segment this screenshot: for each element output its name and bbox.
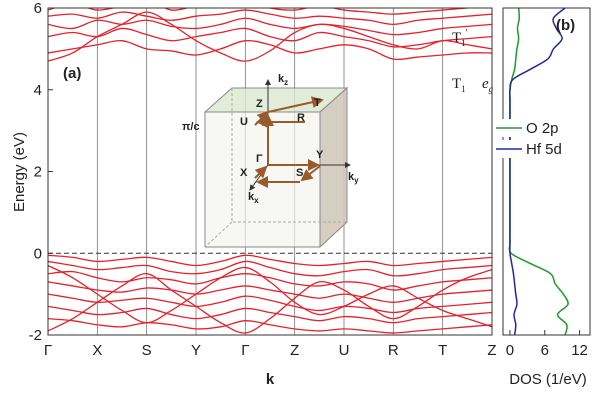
band bbox=[48, 260, 492, 277]
annotation: T1 bbox=[452, 76, 466, 94]
band bbox=[48, 9, 492, 26]
arrow bbox=[267, 96, 324, 113]
band bbox=[48, 293, 492, 314]
x-tick-label: X bbox=[92, 342, 102, 359]
point-label: S bbox=[296, 167, 303, 179]
band bbox=[48, 254, 492, 267]
x-tick-label: S bbox=[142, 342, 152, 359]
band bbox=[48, 318, 492, 334]
k: k bbox=[248, 191, 255, 203]
x-tick-label: T bbox=[438, 342, 447, 359]
dos-curves bbox=[508, 8, 569, 335]
band bbox=[48, 39, 492, 61]
frame bbox=[502, 7, 591, 336]
y-tick-label: 0 bbox=[34, 245, 42, 262]
point-label: T bbox=[314, 97, 321, 109]
frame bbox=[47, 7, 493, 336]
x-tick-label: 6 bbox=[541, 342, 549, 359]
k: k bbox=[348, 171, 355, 183]
band bbox=[48, 11, 492, 62]
y-tick-label: 2 bbox=[34, 164, 42, 181]
ann-sup: ′ bbox=[466, 28, 468, 39]
boundary-label: π/c bbox=[182, 121, 200, 133]
point-label: R bbox=[297, 112, 305, 124]
axis-label: kz bbox=[278, 73, 288, 87]
ann-sub: g bbox=[489, 84, 494, 94]
point-label: Z bbox=[256, 98, 263, 110]
sub: y bbox=[354, 176, 359, 185]
arrow bbox=[254, 110, 270, 126]
legend-bg bbox=[493, 119, 563, 137]
x-tick-label: 0 bbox=[506, 342, 514, 359]
axis-label: ky bbox=[348, 171, 359, 185]
sub: z bbox=[284, 78, 288, 87]
y-tick-label: -2 bbox=[29, 327, 42, 344]
legend-label: Hf 5d bbox=[526, 141, 562, 158]
y-axis-title: Energy (eV) bbox=[11, 132, 28, 212]
x-tick-label: Γ bbox=[241, 342, 249, 359]
annotation: eg bbox=[482, 76, 494, 94]
panel-label: (b) bbox=[556, 17, 575, 34]
x-tick-label: Y bbox=[191, 342, 201, 359]
dos-curve bbox=[508, 8, 566, 335]
x-tick-label: Z bbox=[290, 342, 299, 359]
band bbox=[48, 264, 492, 328]
legend-bg bbox=[493, 140, 563, 158]
band bbox=[48, 268, 492, 334]
legend-label: O 2p bbox=[526, 120, 559, 137]
annotation: T1′ bbox=[452, 28, 468, 48]
x-tick-label: U bbox=[339, 342, 350, 359]
axis-label: kx bbox=[248, 191, 259, 205]
y-tick-label: 4 bbox=[34, 82, 42, 99]
x-tick-label: Z bbox=[487, 342, 496, 359]
point-label: Y bbox=[316, 149, 324, 161]
arrow bbox=[254, 165, 268, 179]
arrow bbox=[300, 165, 321, 182]
band bbox=[48, 27, 492, 48]
x-axis-title: DOS (1/eV) bbox=[509, 371, 587, 388]
ann-main: T bbox=[452, 30, 461, 46]
path-arrows bbox=[254, 96, 324, 188]
x-axis-title: k bbox=[266, 371, 275, 388]
point-label: Γ bbox=[256, 153, 263, 165]
band bbox=[48, 17, 492, 36]
brillouin-zone-inset: Z T U R Γ Y X S π/c kz ky kx bbox=[182, 73, 359, 249]
band bbox=[48, 305, 492, 324]
x-tick-label: 12 bbox=[571, 342, 588, 359]
panel-label: (a) bbox=[63, 65, 81, 82]
ann-sub: 1 bbox=[461, 84, 466, 94]
cube-side bbox=[319, 86, 348, 249]
x-tick-label: Γ bbox=[44, 342, 52, 359]
cube-hidden-edges bbox=[204, 88, 347, 248]
dos-curve bbox=[508, 8, 569, 335]
x-tick-label: R bbox=[388, 342, 399, 359]
ann-main: e bbox=[482, 76, 489, 92]
y-tick-label: 6 bbox=[34, 0, 42, 17]
sub: x bbox=[254, 196, 259, 205]
point-label: U bbox=[240, 116, 248, 128]
k: k bbox=[278, 73, 285, 85]
bands bbox=[48, 8, 492, 334]
ann-main: T bbox=[452, 76, 461, 92]
point-label: X bbox=[240, 167, 248, 179]
band bbox=[48, 270, 492, 291]
band bbox=[48, 8, 476, 15]
ann-sub: 1 bbox=[461, 38, 466, 48]
